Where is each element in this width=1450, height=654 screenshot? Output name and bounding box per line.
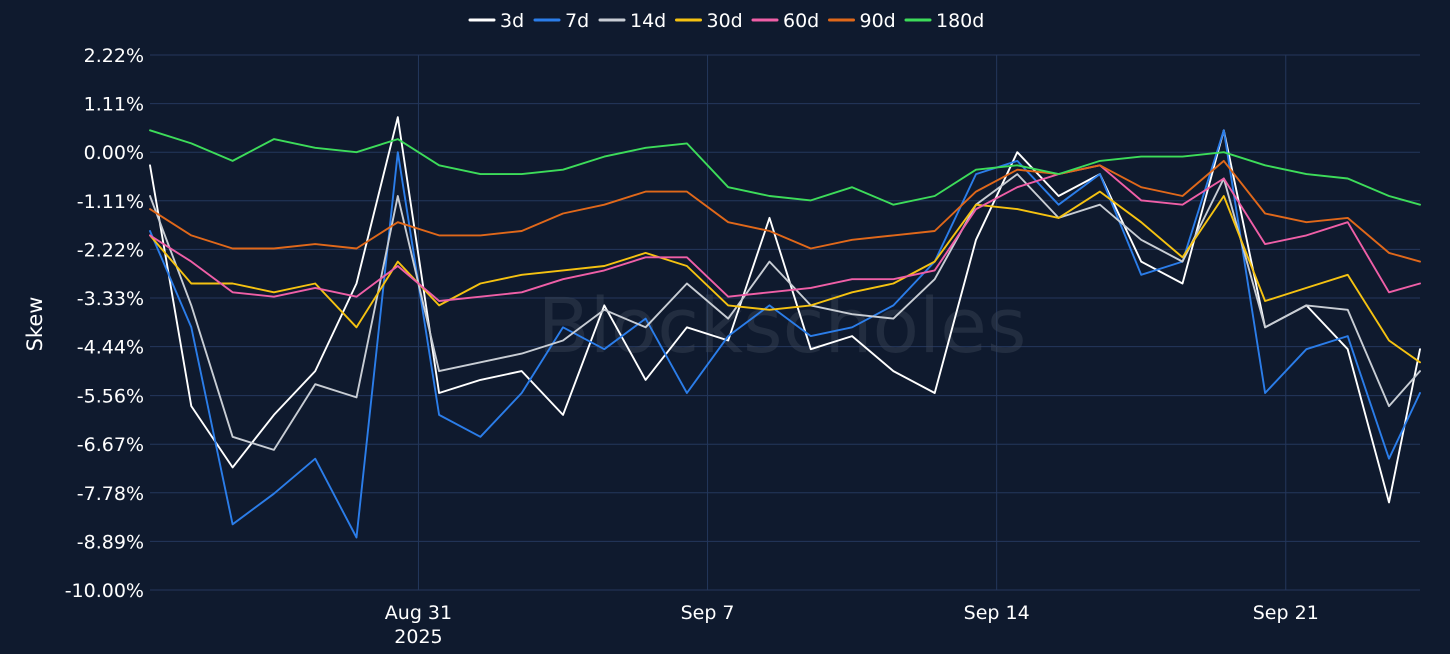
series-line-90d: [149, 159, 1421, 263]
y-tick-label: 0.00%: [84, 142, 144, 164]
legend-label: 30d: [707, 10, 743, 32]
legend-item-90d[interactable]: 90d: [828, 10, 896, 32]
series-lines: [149, 116, 1421, 539]
legend-label: 3d: [500, 10, 524, 32]
y-tick-label: -8.89%: [77, 531, 144, 553]
y-axis: 2.22% 1.11% 0.00% -1.11% -2.22% -3.33% -4.44% -…: [65, 45, 144, 602]
x-tick-label: Sep 21: [1253, 602, 1319, 624]
y-tick-label: -6.67%: [77, 434, 144, 456]
y-tick-label: 1.11%: [84, 94, 144, 116]
legend-label: 60d: [783, 10, 819, 32]
x-tick-label: Sep 7: [681, 602, 735, 624]
legend-item-180d[interactable]: 180d: [904, 10, 984, 32]
x-tick-label: Aug 31: [385, 602, 452, 624]
legend-label: 180d: [936, 10, 984, 32]
y-axis-label: Skew: [23, 297, 47, 352]
legend-item-30d[interactable]: 30d: [675, 10, 743, 32]
series-line-14d: [149, 173, 1421, 451]
x-tick-year-label: 2025: [394, 626, 442, 648]
y-tick-label: -5.56%: [77, 386, 144, 408]
legend-label: 14d: [630, 10, 666, 32]
series-line-180d: [149, 129, 1421, 206]
y-tick-label: -4.44%: [77, 337, 144, 359]
legend-item-7d[interactable]: 7d: [533, 10, 589, 32]
series-line-60d: [149, 164, 1421, 302]
legend-item-3d[interactable]: 3d: [468, 10, 524, 32]
series-line-30d: [149, 190, 1421, 364]
legend[interactable]: 3d 7d 14d 30d 60d 90d 180d: [468, 10, 984, 32]
x-tick-label: Sep 14: [964, 602, 1030, 624]
y-tick-label: -1.11%: [77, 191, 144, 213]
legend-item-60d[interactable]: 60d: [751, 10, 819, 32]
y-tick-label: 2.22%: [84, 45, 144, 67]
legend-label: 90d: [860, 10, 896, 32]
y-tick-label: -7.78%: [77, 483, 144, 505]
grid: [150, 54, 1420, 591]
y-tick-label: -10.00%: [65, 580, 144, 602]
y-tick-label: -2.22%: [77, 239, 144, 261]
legend-item-14d[interactable]: 14d: [598, 10, 666, 32]
legend-label: 7d: [565, 10, 589, 32]
y-tick-label: -3.33%: [77, 288, 144, 310]
